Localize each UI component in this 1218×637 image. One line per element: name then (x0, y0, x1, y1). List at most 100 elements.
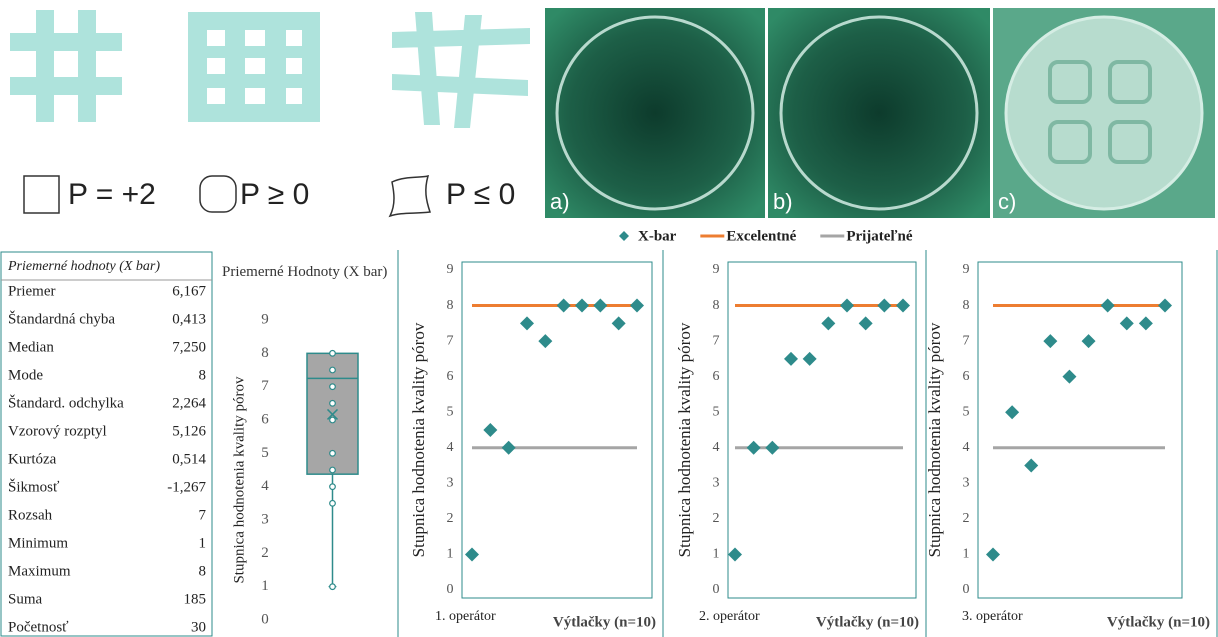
row-value: 7 (199, 507, 207, 523)
y-tick-label: 6 (963, 369, 970, 384)
point (1005, 405, 1019, 419)
legend-label: Prijateľné (846, 228, 913, 244)
point (502, 441, 516, 455)
y-tick-label: 1 (261, 578, 269, 594)
point (1139, 316, 1153, 330)
box-title-wrap: Priemerné Hodnoty (X bar) (222, 262, 392, 312)
plot-frame (728, 262, 916, 598)
point (538, 334, 552, 348)
point (330, 384, 336, 390)
y-tick-label: 4 (963, 440, 970, 455)
y-tick-label: 6 (713, 369, 720, 384)
row-label: Rozsah (8, 507, 53, 523)
point (593, 299, 607, 313)
point (330, 351, 336, 357)
row-value: 1 (199, 535, 207, 551)
row-label: Mode (8, 367, 43, 383)
point (330, 367, 336, 373)
y-tick-label: 8 (713, 298, 720, 313)
y-tick-label: 9 (447, 262, 454, 277)
row-value: 6,167 (172, 283, 206, 299)
row-value: 5,126 (172, 423, 206, 439)
y-tick-label: 7 (963, 333, 970, 348)
y-tick-label: 2 (963, 511, 970, 526)
row-value: 8 (199, 563, 207, 579)
row-value: -1,267 (167, 479, 206, 495)
point (821, 316, 835, 330)
y-tick-label: 0 (261, 611, 269, 627)
y-tick-label: 9 (713, 262, 720, 277)
y-tick-label: 0 (447, 582, 454, 597)
group-label: 1. operátor (435, 609, 496, 624)
group-label: 2. operátor (699, 609, 760, 624)
shape-label: P = +2 (68, 178, 156, 211)
box-title: Priemerné Hodnoty (X bar) (222, 262, 392, 282)
y-tick-label: 0 (713, 582, 720, 597)
shape-label: P ≥ 0 (240, 178, 309, 211)
y-tick-label: 6 (447, 369, 454, 384)
point (765, 441, 779, 455)
y-tick-label: 1 (713, 547, 720, 562)
plot-frame (978, 262, 1182, 598)
point (330, 417, 336, 423)
point (1158, 299, 1172, 313)
y-tick-label: 9 (963, 262, 970, 277)
row-label: Minimum (8, 535, 68, 551)
y-axis-label: Stupnica hodnotenia kvality pórov (409, 322, 428, 557)
y-tick-label: 4 (447, 440, 454, 455)
legend-marker (619, 231, 629, 241)
figure: P = +2 P ≥ 0 P ≤ 0 a) b) c) Priemerné ho… (0, 0, 1218, 637)
shape-label: P ≤ 0 (446, 178, 515, 211)
row-label: Vzorový rozptyl (8, 423, 107, 439)
point (330, 401, 336, 407)
point (330, 467, 336, 473)
point (1120, 316, 1134, 330)
row-value: 0,413 (172, 311, 206, 327)
y-axis-label: Stupnica hodnotenia kvality pórov (925, 322, 944, 557)
y-tick-label: 6 (261, 411, 269, 427)
y-tick-label: 7 (713, 333, 720, 348)
point (784, 352, 798, 366)
table-title: Priemerné hodnoty (X bar) (7, 259, 160, 274)
y-tick-label: 4 (261, 478, 269, 494)
y-tick-label: 9 (261, 311, 269, 327)
y-tick-label: 5 (963, 404, 970, 419)
x-axis-label: Výtlačky (n=10) (1107, 614, 1210, 630)
point (575, 299, 589, 313)
y-tick-label: 3 (447, 476, 454, 491)
row-label: Maximum (8, 563, 71, 579)
point (728, 547, 742, 561)
point (877, 299, 891, 313)
row-label: Štandard. odchylka (8, 394, 124, 411)
point (803, 352, 817, 366)
y-tick-label: 7 (447, 333, 454, 348)
row-label: Šikmosť (8, 478, 60, 495)
row-value: 7,250 (172, 339, 206, 355)
legend-label: Excelentné (726, 228, 796, 244)
row-label: Kurtóza (8, 451, 57, 467)
row-label: Štandardná chyba (8, 310, 115, 327)
point (747, 441, 761, 455)
row-label: Median (8, 339, 54, 355)
y-tick-label: 1 (447, 547, 454, 562)
y-tick-label: 2 (447, 511, 454, 526)
row-value: 2,264 (172, 395, 206, 411)
point (465, 547, 479, 561)
point (612, 316, 626, 330)
y-tick-label: 2 (713, 511, 720, 526)
row-value: 185 (184, 591, 207, 607)
row-value: 0,514 (172, 451, 206, 467)
legend-label: X-bar (638, 228, 677, 244)
point (330, 501, 336, 507)
y-axis-label: Stupnica hodnotenia kvality pórov (675, 322, 694, 557)
y-tick-label: 2 (261, 545, 269, 561)
row-label: Početnosť (8, 619, 69, 635)
point (859, 316, 873, 330)
y-tick-label: 4 (713, 440, 720, 455)
photo-label: a) (550, 189, 570, 214)
y-tick-label: 3 (261, 511, 269, 527)
y-tick-label: 5 (447, 404, 454, 419)
y-tick-label: 1 (963, 547, 970, 562)
point (1062, 370, 1076, 384)
y-tick-label: 8 (447, 298, 454, 313)
